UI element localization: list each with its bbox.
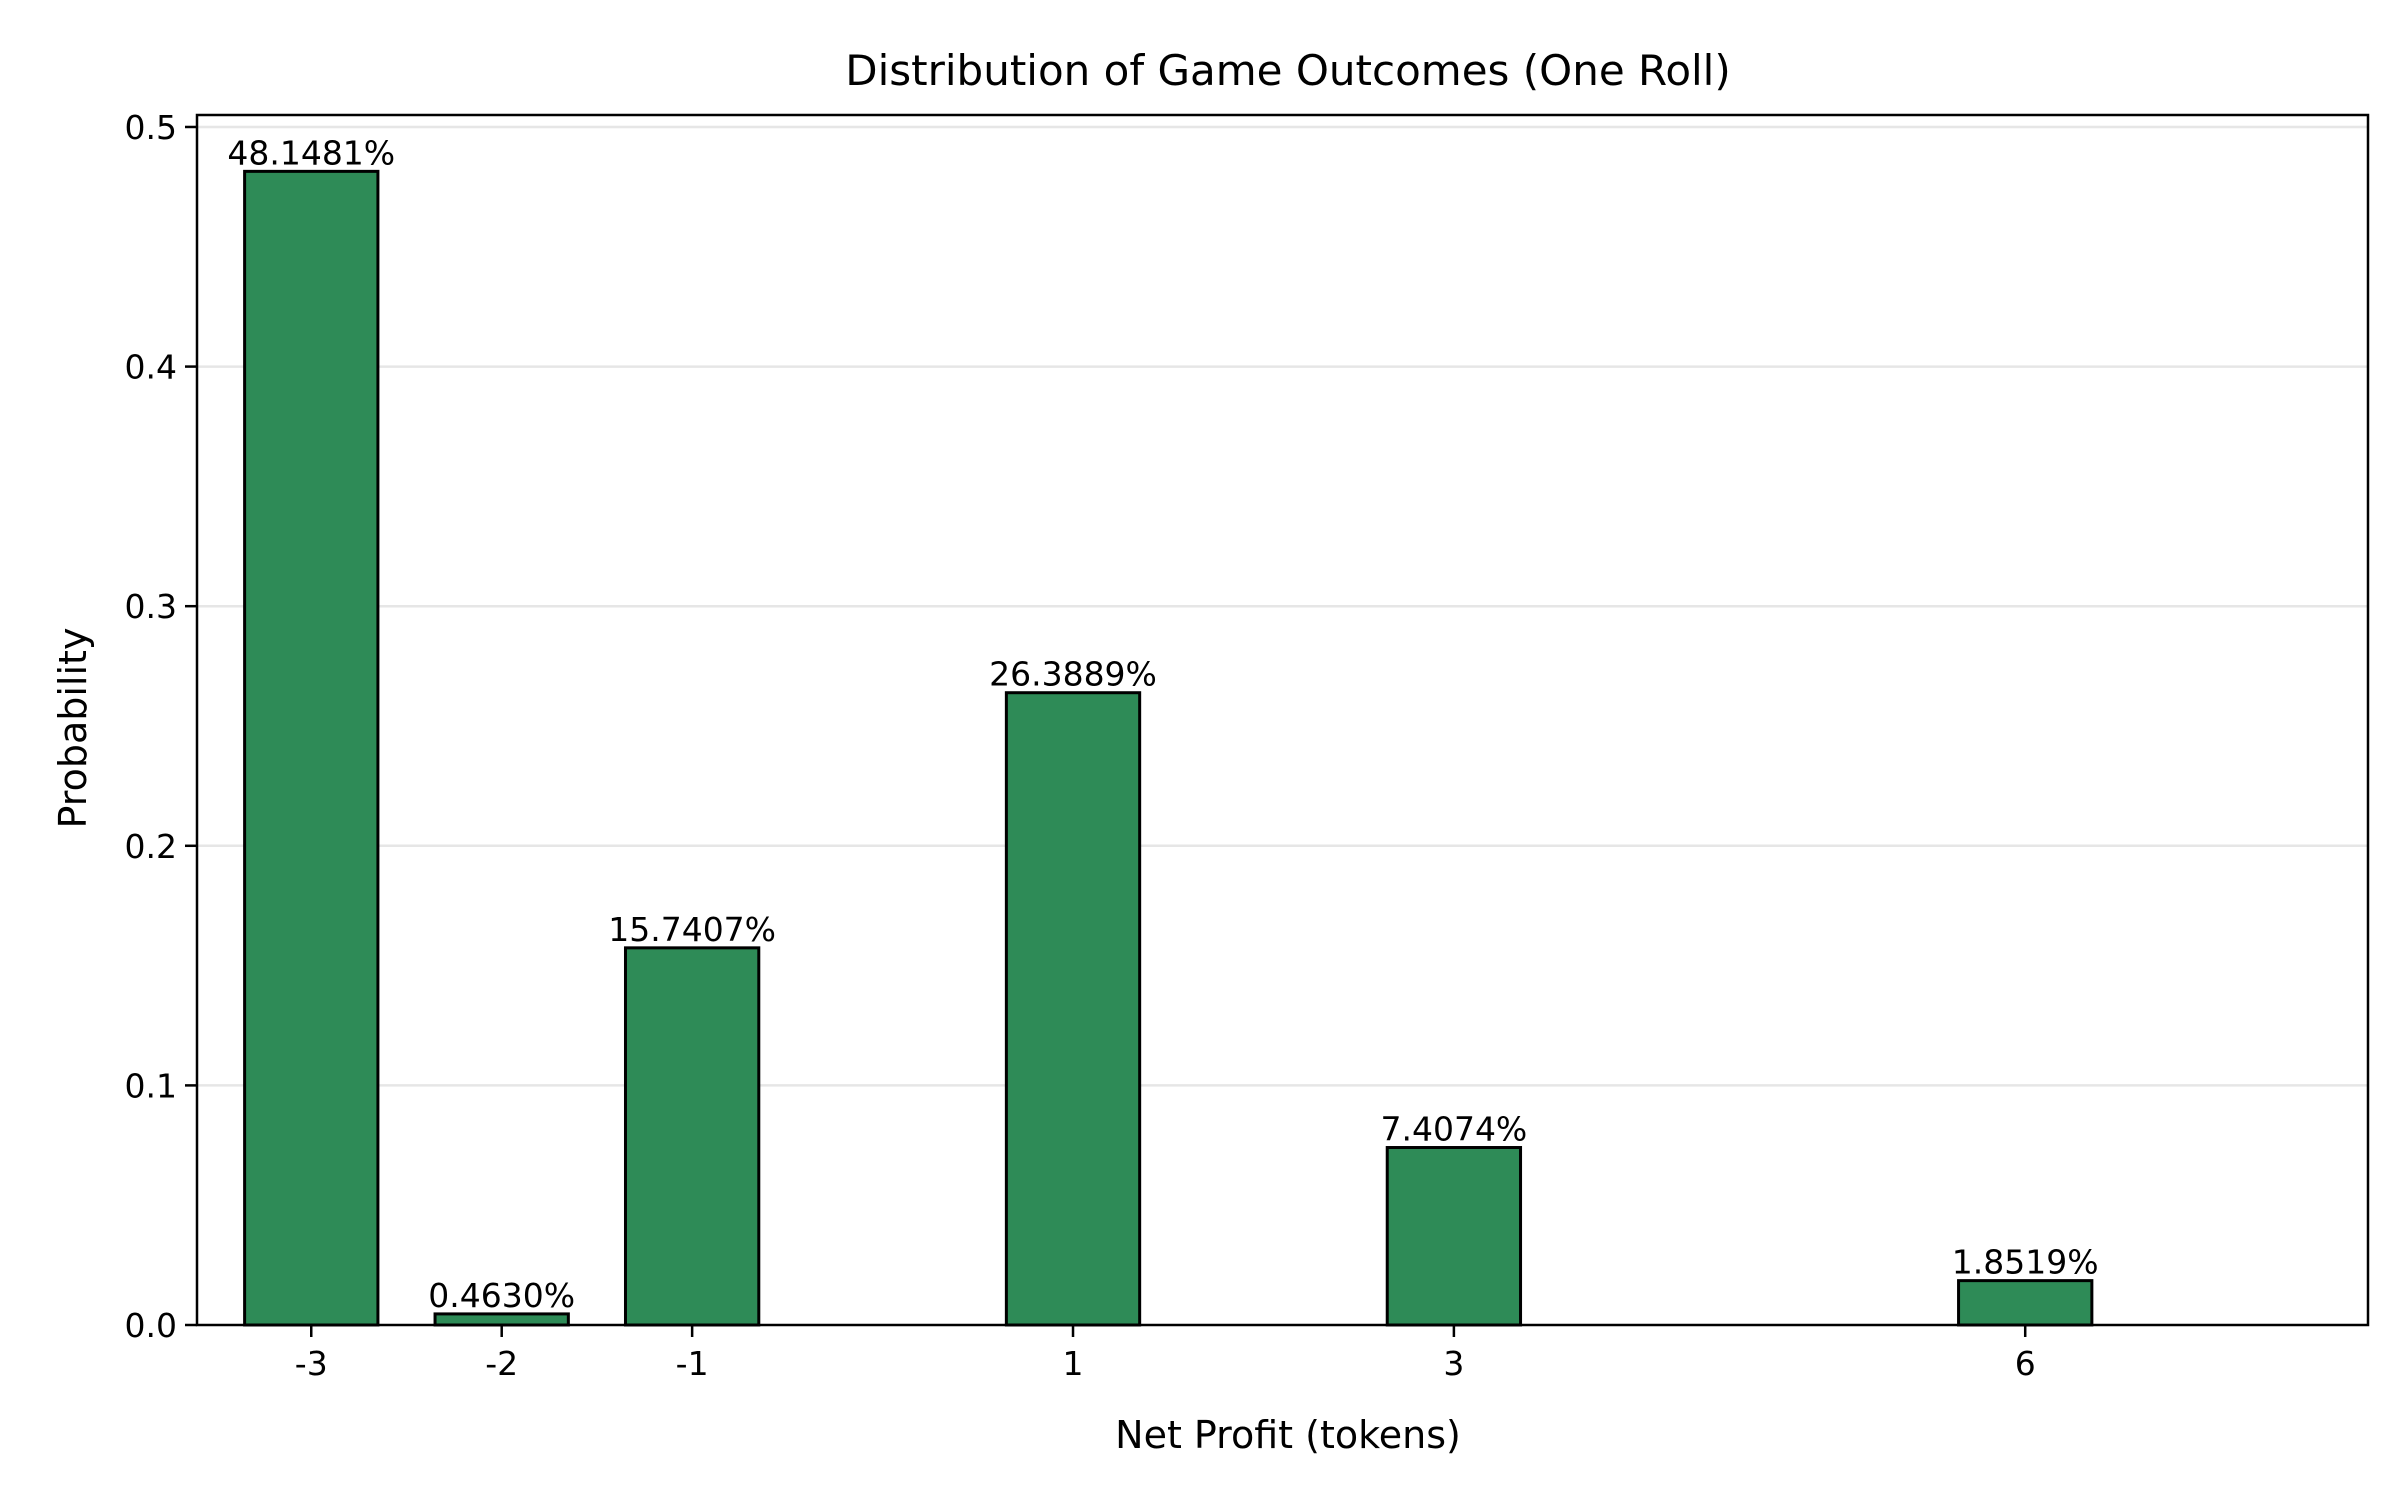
bar-value-label: 26.3889%	[989, 655, 1157, 694]
bar	[623, 946, 761, 1327]
data-label-layer: 48.1481% 0.4630% 15.7407% 26.3889% 7.4074% 1.…	[227, 133, 2098, 1315]
x-axis-ticks: -3 -2 -1 1 3 6	[295, 1325, 2036, 1383]
x-tick-label: -1	[676, 1344, 709, 1383]
bar-value-label: 0.4630%	[428, 1276, 575, 1315]
x-tick-label: -3	[295, 1344, 328, 1383]
bar-value-label: 7.4074%	[1380, 1110, 1527, 1149]
y-tick-label: 0.3	[125, 587, 177, 626]
chart-title: Distribution of Game Outcomes (One Roll)	[845, 46, 1731, 95]
x-tick-label: 6	[2015, 1344, 2036, 1383]
bar-layer	[243, 169, 2094, 1327]
x-tick-label: 1	[1063, 1344, 1084, 1383]
y-tick-label: 0.5	[125, 108, 177, 147]
y-tick-label: 0.2	[125, 827, 177, 866]
bar	[1957, 1279, 2094, 1327]
plot-frame	[195, 113, 2370, 1327]
grid-layer	[197, 125, 2368, 1087]
x-tick-label: -2	[485, 1344, 518, 1383]
bar-value-label: 1.8519%	[1952, 1243, 2099, 1282]
bar	[243, 169, 380, 1327]
bar-value-label: 15.7407%	[608, 910, 776, 949]
bar-value-label: 48.1481%	[227, 133, 395, 172]
y-axis-ticks: 0.0 0.1 0.2 0.3 0.4 0.5	[125, 108, 197, 1345]
y-axis-label: Probability	[51, 628, 95, 829]
y-tick-label: 0.1	[125, 1066, 177, 1105]
y-tick-label: 0.0	[125, 1306, 177, 1345]
bar	[433, 1312, 570, 1327]
bar	[1004, 691, 1142, 1327]
x-axis-label: Net Profit (tokens)	[1115, 1413, 1461, 1457]
x-tick-label: 3	[1443, 1344, 1464, 1383]
bar	[1385, 1146, 1523, 1327]
y-tick-label: 0.4	[125, 348, 177, 387]
